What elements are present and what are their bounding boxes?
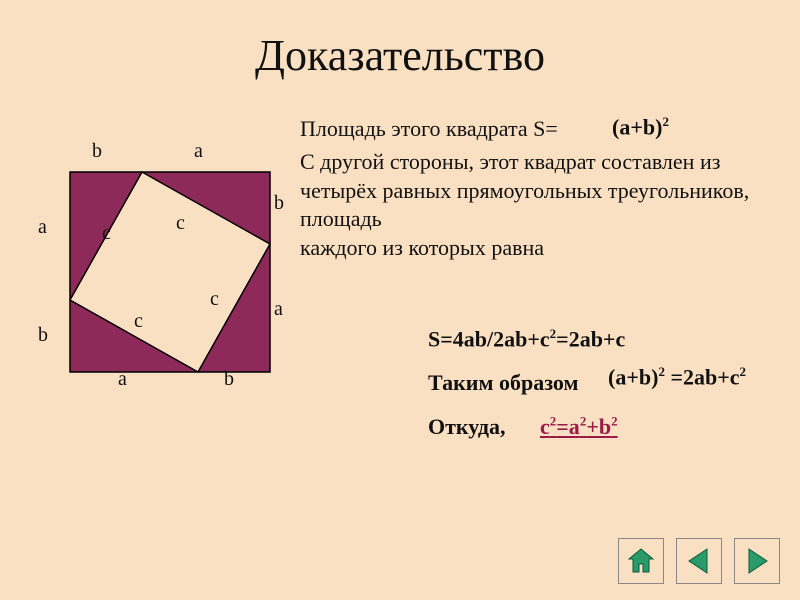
next-icon bbox=[741, 545, 773, 577]
label-a-top: a bbox=[194, 140, 203, 163]
label-b-bottom: b bbox=[224, 368, 234, 391]
prev-icon bbox=[683, 545, 715, 577]
label-c-4: c bbox=[134, 310, 143, 333]
label-a-right: a bbox=[274, 298, 283, 321]
label-c-3: c bbox=[210, 288, 219, 311]
text-line-1: Площадь этого квадрата S= bbox=[300, 116, 558, 142]
diagram-svg bbox=[60, 162, 280, 382]
text-line-2: С другой стороны, этот квадрат составлен… bbox=[300, 148, 780, 262]
whence-label: Откуда, bbox=[428, 414, 506, 440]
label-c-1: c bbox=[176, 212, 185, 235]
sup-2: 2 bbox=[662, 114, 669, 129]
f2-left: (a+b) bbox=[608, 364, 658, 389]
page-title: Доказательство bbox=[0, 30, 800, 81]
f2-right: =2ab+c bbox=[665, 364, 740, 389]
prev-button[interactable] bbox=[676, 538, 722, 584]
label-b-top: b bbox=[92, 140, 102, 163]
ab2-base: (a+b) bbox=[612, 114, 662, 139]
pythagoras-diagram: b a b a b a b a c c c c bbox=[60, 162, 280, 382]
result-formula: c2=a2+b2 bbox=[540, 414, 618, 440]
formula-ab2-top: (a+b)2 bbox=[612, 114, 669, 140]
formula-2: (a+b)2 =2ab+c2 bbox=[608, 364, 746, 390]
label-a-left: a bbox=[38, 216, 47, 239]
nav-controls bbox=[618, 538, 780, 584]
home-button[interactable] bbox=[618, 538, 664, 584]
line1-prefix: Площадь этого квадрата S= bbox=[300, 116, 558, 141]
next-button[interactable] bbox=[734, 538, 780, 584]
formula-1: S=4ab/2ab+c2=2ab+c bbox=[428, 326, 625, 352]
label-b-left: b bbox=[38, 324, 48, 347]
thus-label: Таким образом bbox=[428, 370, 578, 396]
home-icon bbox=[625, 545, 657, 577]
sup-2c: 2 bbox=[740, 364, 747, 379]
label-b-right: b bbox=[274, 192, 284, 215]
label-a-bottom: a bbox=[118, 368, 127, 391]
label-c-2: c bbox=[102, 222, 111, 245]
